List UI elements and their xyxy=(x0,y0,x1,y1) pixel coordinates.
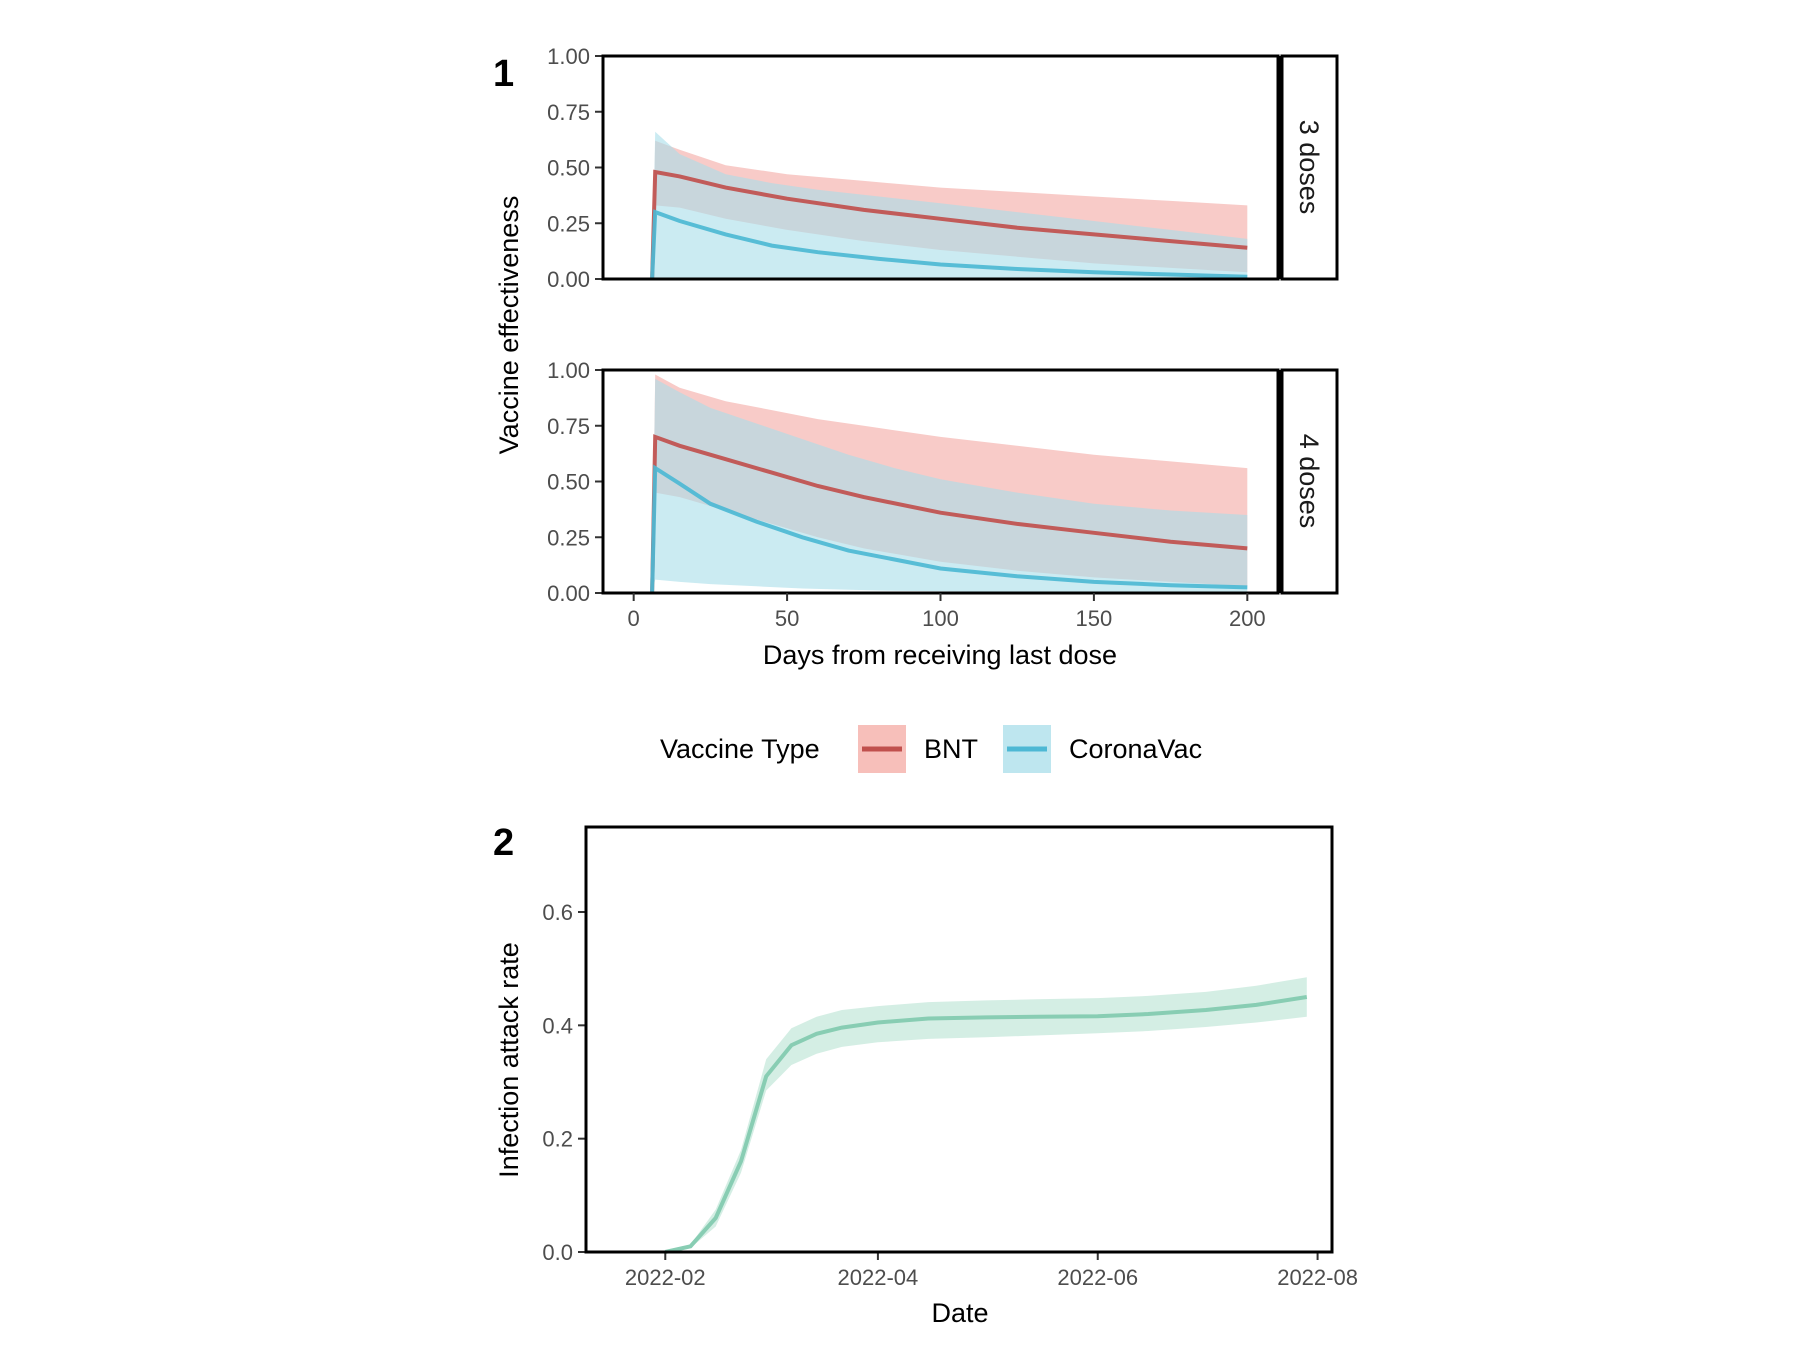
x-tick-label: 100 xyxy=(922,606,959,631)
strip-4-doses: 4 doses xyxy=(1294,434,1324,529)
y-tick-label: 0.6 xyxy=(542,900,573,925)
x-tick-label: 2022-02 xyxy=(625,1265,706,1290)
panel-2-frame xyxy=(584,825,1334,1254)
y-tick-label: 0.25 xyxy=(547,525,590,550)
panel-2-x-axis-title: Date xyxy=(931,1298,988,1328)
x-tick-label: 200 xyxy=(1229,606,1266,631)
x-tick-label: 2022-08 xyxy=(1277,1265,1358,1290)
y-tick-label: 0.00 xyxy=(547,267,590,292)
y-tick-label: 0.50 xyxy=(547,470,590,495)
panel-label-2: 2 xyxy=(493,822,514,864)
panel-label-1: 1 xyxy=(493,53,514,95)
y-tick-label: 0.2 xyxy=(542,1127,573,1152)
y-tick-label: 0.75 xyxy=(547,414,590,439)
y-tick-label: 0.0 xyxy=(542,1240,573,1265)
x-tick-label: 150 xyxy=(1076,606,1113,631)
line-attack-rate xyxy=(664,995,1308,1254)
y-tick-label: 1.00 xyxy=(547,44,590,69)
line-coronavac-4-doses xyxy=(650,464,1248,594)
y-tick-label: 0.00 xyxy=(547,581,590,606)
y-tick-label: 0.4 xyxy=(542,1013,573,1038)
legend-title: Vaccine Type xyxy=(660,734,820,764)
x-tick-label: 0 xyxy=(628,606,640,631)
panel-1-x-axis-title: Days from receiving last dose xyxy=(763,640,1117,670)
x-tick-label: 50 xyxy=(775,606,799,631)
legend: Vaccine Type BNT CoronaVac xyxy=(660,725,1202,773)
x-tick-label: 2022-04 xyxy=(838,1265,919,1290)
x-tick-label: 2022-06 xyxy=(1057,1265,1138,1290)
y-tick-label: 0.50 xyxy=(547,156,590,181)
panel-2-plot: 0.0 0.2 0.4 0.6 2022-02 2022-04 2022-06 2022-0… xyxy=(542,825,1358,1290)
facet-4-doses: 0.00 0.25 0.50 0.75 1.00 4 doses xyxy=(547,358,1339,606)
panel-2-y-axis-title: Infection attack rate xyxy=(494,942,524,1178)
facet-3-doses: 0.00 0.25 0.50 0.75 1.00 3 doses xyxy=(547,44,1339,292)
strip-3-doses: 3 doses xyxy=(1294,120,1324,215)
panel-1-y-axis-title: Vaccine effectiveness xyxy=(494,196,524,455)
band-coronavac-4-doses xyxy=(652,378,1248,593)
y-tick-label: 1.00 xyxy=(547,358,590,383)
legend-label-coronavac: CoronaVac xyxy=(1069,734,1202,764)
y-tick-label: 0.25 xyxy=(547,211,590,236)
strip-3-doses-box xyxy=(1280,54,1339,281)
line-bnt-3-doses xyxy=(650,169,1248,280)
legend-label-bnt: BNT xyxy=(924,734,978,764)
line-coronavac-3-doses xyxy=(650,209,1248,280)
line-bnt-4-doses xyxy=(650,434,1248,594)
y-tick-label: 0.75 xyxy=(547,100,590,125)
band-attack-rate xyxy=(665,977,1307,1252)
band-coronavac-3-doses xyxy=(652,131,1248,279)
